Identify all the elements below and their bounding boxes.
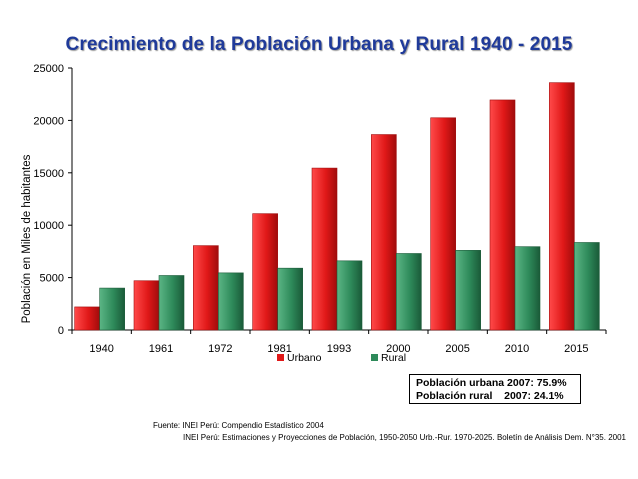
legend-label-rural: Rural (381, 352, 406, 364)
x-tick-label: 2005 (445, 343, 469, 355)
x-tick-label: 1972 (208, 343, 232, 355)
bar-urbano-1993 (311, 167, 338, 331)
bar-rural-2000 (396, 253, 422, 331)
legend-swatch-rural (371, 354, 378, 361)
bar-urbano-2000 (371, 134, 397, 331)
bar-urbano-1972 (193, 245, 219, 331)
bar-urbano-2005 (430, 117, 456, 331)
y-tick-label: 25000 (33, 63, 64, 75)
x-tick-label: 2015 (564, 343, 588, 355)
bar-urbano-1961 (133, 280, 160, 331)
x-tick-label: 2010 (505, 343, 529, 355)
info-box: Población urbana 2007: 75.9% Población r… (409, 374, 581, 404)
bar-urbano-2010 (489, 99, 516, 331)
bar-rural-1972 (218, 272, 244, 331)
source-note: Fuente: INEI Perú: Compendio Estadístico… (153, 420, 626, 444)
y-axis-title: Población en Miles de habitantes (21, 154, 33, 323)
info-urban-share: Población urbana 2007: 75.9% (416, 377, 567, 389)
bar-rural-1940 (99, 287, 125, 331)
bar-rural-1961 (158, 275, 185, 331)
bar-rural-2010 (514, 246, 541, 331)
bar-rural-1981 (277, 267, 303, 331)
legend-label-urbano: Urbano (287, 352, 322, 364)
bar-urbano-1940 (74, 306, 100, 331)
y-tick-label: 10000 (33, 220, 64, 232)
y-tick-label: 5000 (40, 273, 64, 285)
x-tick-label: 2000 (386, 343, 410, 355)
bar-urbano-1981 (252, 213, 278, 331)
y-tick-label: 20000 (33, 115, 64, 127)
bar-urbano-2015 (549, 82, 575, 331)
x-tick-label: 1940 (89, 343, 113, 355)
source-line-2: INEI Perú: Estimaciones y Proyecciones d… (183, 433, 626, 442)
source-line-1: Fuente: INEI Perú: Compendio Estadístico… (153, 421, 324, 430)
x-tick-label: 1993 (327, 343, 351, 355)
chart-title: Crecimiento de la Población Urbana y Rur… (65, 34, 573, 55)
y-tick-label: 0 (58, 325, 64, 337)
bar-rural-2015 (574, 242, 600, 331)
bar-rural-1993 (336, 260, 363, 331)
x-tick-label: 1981 (267, 343, 291, 355)
x-tick-label: 1961 (149, 343, 173, 355)
bar-rural-2005 (455, 250, 481, 331)
info-rural-share: Población rural 2007: 24.1% (416, 390, 564, 402)
y-tick-label: 15000 (33, 168, 64, 180)
legend-swatch-urbano (277, 354, 284, 361)
